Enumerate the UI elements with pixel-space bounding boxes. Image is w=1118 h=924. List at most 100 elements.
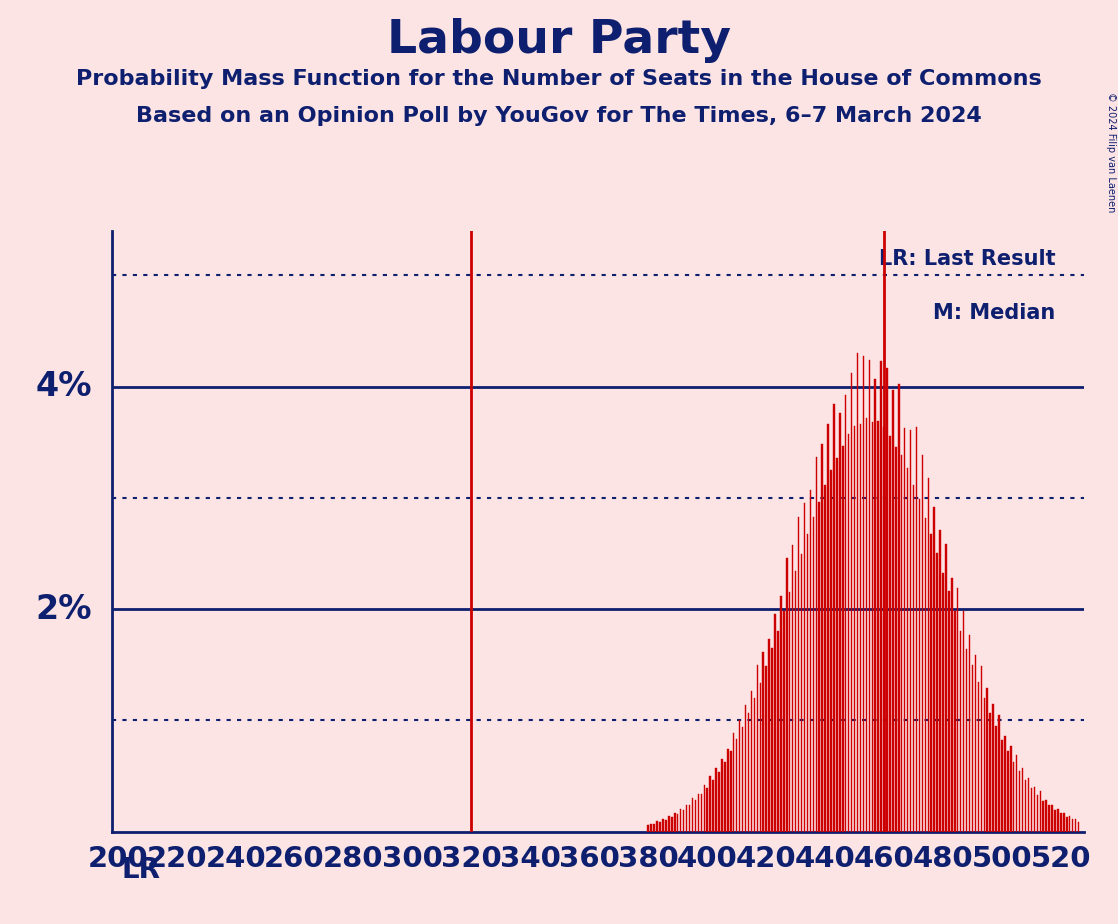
Bar (789, 592, 790, 832)
Bar (716, 768, 717, 832)
Bar (1051, 805, 1053, 832)
Bar (762, 652, 764, 832)
Bar (813, 517, 814, 832)
Bar (856, 353, 859, 832)
Bar (930, 534, 932, 832)
Bar (851, 373, 852, 832)
Bar (842, 446, 843, 832)
Bar (786, 558, 787, 832)
Bar (954, 611, 956, 832)
Bar (669, 816, 670, 832)
Text: Labour Party: Labour Party (387, 18, 731, 64)
Bar (827, 424, 828, 832)
Bar (887, 368, 888, 832)
Bar (818, 502, 819, 832)
Bar (995, 726, 997, 832)
Bar (1049, 806, 1050, 832)
Bar (916, 427, 917, 832)
Bar (840, 413, 841, 832)
Bar (972, 665, 973, 832)
Bar (912, 485, 915, 832)
Bar (671, 817, 673, 832)
Bar (878, 421, 879, 832)
Bar (1022, 768, 1023, 832)
Bar (892, 390, 893, 832)
Bar (822, 444, 823, 832)
Bar (1067, 817, 1068, 832)
Bar (921, 455, 923, 832)
Text: © 2024 Filip van Laenen: © 2024 Filip van Laenen (1106, 92, 1116, 213)
Bar (1034, 787, 1035, 832)
Bar (750, 691, 752, 832)
Bar (815, 457, 817, 832)
Bar (701, 795, 702, 832)
Bar (665, 820, 666, 832)
Bar (683, 809, 684, 832)
Bar (845, 395, 846, 832)
Bar (1010, 747, 1012, 832)
Bar (651, 823, 652, 832)
Bar (942, 573, 944, 832)
Bar (707, 788, 708, 832)
Bar (937, 553, 938, 832)
Bar (662, 820, 664, 832)
Bar (1040, 792, 1041, 832)
Bar (872, 421, 873, 832)
Bar (898, 383, 900, 832)
Bar (977, 682, 979, 832)
Bar (757, 665, 758, 832)
Bar (775, 614, 776, 832)
Bar (692, 798, 693, 832)
Bar (874, 379, 875, 832)
Bar (680, 808, 681, 832)
Bar (1004, 736, 1005, 832)
Bar (780, 597, 781, 832)
Bar (1042, 800, 1044, 832)
Bar (1027, 778, 1030, 832)
Bar (831, 469, 832, 832)
Bar (745, 705, 746, 832)
Bar (703, 785, 705, 832)
Bar (1002, 740, 1003, 832)
Bar (768, 639, 770, 832)
Bar (869, 359, 870, 832)
Bar (1078, 821, 1079, 832)
Bar (904, 428, 906, 832)
Bar (889, 436, 891, 832)
Text: 2%: 2% (36, 592, 93, 626)
Bar (1018, 772, 1021, 832)
Bar (748, 713, 749, 832)
Bar (966, 649, 967, 832)
Bar (907, 468, 908, 832)
Bar (880, 361, 882, 832)
Bar (1074, 819, 1077, 832)
Bar (1031, 788, 1032, 832)
Bar (1063, 813, 1064, 832)
Bar (685, 806, 688, 832)
Bar (945, 543, 947, 832)
Bar (1036, 795, 1038, 832)
Bar (712, 781, 713, 832)
Bar (800, 554, 803, 832)
Bar (854, 426, 855, 832)
Bar (847, 433, 850, 832)
Bar (727, 748, 729, 832)
Bar (1025, 781, 1026, 832)
Bar (739, 721, 740, 832)
Bar (1054, 809, 1055, 832)
Bar (860, 424, 861, 832)
Bar (730, 751, 731, 832)
Bar (896, 447, 897, 832)
Bar (674, 813, 675, 832)
Bar (754, 699, 755, 832)
Bar (975, 654, 976, 832)
Bar (951, 578, 953, 832)
Bar (948, 590, 949, 832)
Bar (792, 545, 794, 832)
Bar (710, 776, 711, 832)
Bar (783, 611, 785, 832)
Bar (836, 458, 837, 832)
Bar (653, 823, 655, 832)
Text: 4%: 4% (36, 371, 93, 403)
Bar (833, 405, 835, 832)
